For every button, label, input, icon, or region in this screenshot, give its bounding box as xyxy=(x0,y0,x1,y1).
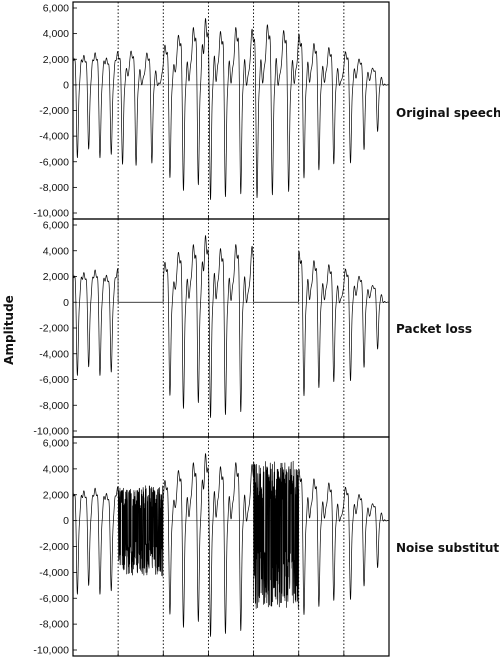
waveform-line xyxy=(72,235,390,418)
y-tick-label: 0 xyxy=(63,515,69,527)
panel-1: 6,000 4,000 2,000 0 -2,000 -4,000 -6,000 -8,000… xyxy=(33,1,500,220)
y-tick-label: -10,000 xyxy=(33,645,69,657)
y-tick-label: -2,000 xyxy=(39,323,69,335)
y-tick-label: 6,000 xyxy=(43,3,69,15)
panel-label: Noise substitution xyxy=(396,541,500,555)
waveform-line xyxy=(72,453,390,637)
plot-frame xyxy=(72,218,390,438)
panel-label: Packet loss xyxy=(396,322,472,336)
panels-group: 6,000 4,000 2,000 0 -2,000 -4,000 -6,000 -8,000… xyxy=(33,1,500,657)
y-tick-label: -4,000 xyxy=(39,348,69,360)
y-tick-label: -2,000 xyxy=(39,541,69,553)
y-tick-label: 4,000 xyxy=(43,463,69,475)
y-tick-label: -2,000 xyxy=(39,105,69,117)
y-tick-label: -4,000 xyxy=(39,131,69,143)
y-tick-label: -10,000 xyxy=(33,208,69,220)
y-tick-label: -6,000 xyxy=(39,593,69,605)
y-tick-label: 6,000 xyxy=(43,220,69,232)
waveform-line xyxy=(72,18,390,200)
y-axis-title: Amplitude xyxy=(2,295,16,365)
y-tick-label: 2,000 xyxy=(43,54,69,66)
y-tick-label: 0 xyxy=(63,79,69,91)
y-tick-label: 6,000 xyxy=(43,438,69,450)
y-tick-label: -8,000 xyxy=(39,619,69,631)
y-tick-label: -10,000 xyxy=(33,426,69,438)
y-tick-label: 4,000 xyxy=(43,245,69,257)
panel-2: 6,000 4,000 2,000 0 -2,000 -4,000 -6,000 -8,000… xyxy=(33,218,472,438)
y-tick-label: -8,000 xyxy=(39,182,69,194)
y-tick-label: -4,000 xyxy=(39,567,69,579)
panel-3: 6,000 4,000 2,000 0 -2,000 -4,000 -6,000 -8,000… xyxy=(33,436,500,657)
y-tick-label: 2,000 xyxy=(43,489,69,501)
panel-label: Original speech xyxy=(396,106,500,120)
y-tick-label: -8,000 xyxy=(39,400,69,412)
plot-frame xyxy=(72,1,390,220)
y-tick-label: 2,000 xyxy=(43,271,69,283)
y-tick-label: -6,000 xyxy=(39,156,69,168)
y-tick-label: -6,000 xyxy=(39,374,69,386)
y-tick-label: 4,000 xyxy=(43,28,69,40)
y-tick-label: 0 xyxy=(63,297,69,309)
